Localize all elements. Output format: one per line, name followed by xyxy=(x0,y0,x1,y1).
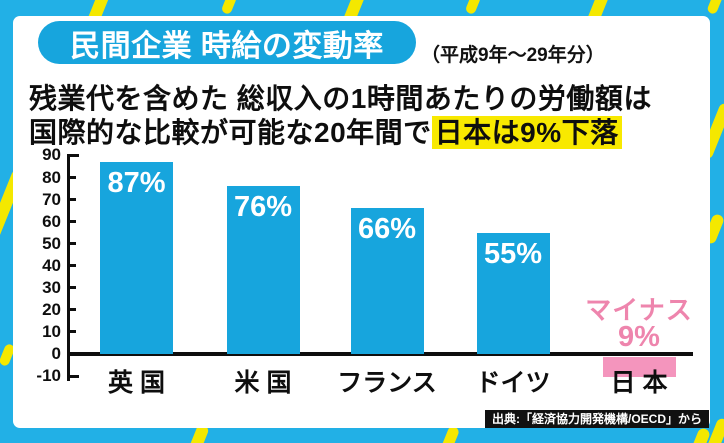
y-axis-tick-label: 90 xyxy=(42,145,61,165)
subtitle-line2: 国際的な比較が可能な20年間で 日本は9%下落 xyxy=(29,111,622,151)
y-axis-tick-label: 70 xyxy=(42,189,61,209)
source-credit: 出典:「経済協力開発機構/OECD」から xyxy=(484,410,709,428)
category-label: 日 本 xyxy=(610,369,668,397)
decor-stripe xyxy=(464,0,482,16)
y-axis-tick-label: 30 xyxy=(42,277,61,297)
y-axis-tick-mark xyxy=(67,220,76,224)
y-axis-tick-mark xyxy=(67,330,76,334)
bar-chart: 90 80 70 60 50 40 30 20 10 0 -10 87% 英 国 76% 米 国 66% フラン… xyxy=(13,16,710,428)
bar-0 xyxy=(100,162,173,354)
bar-4 xyxy=(602,357,676,377)
decor-stripe xyxy=(688,426,712,443)
y-axis-tick-label: 60 xyxy=(42,211,61,231)
subtitle-line2-prefix: 国際的な比較が可能な20年間で xyxy=(29,117,432,148)
y-axis-line xyxy=(67,155,70,381)
y-axis-tick-mark xyxy=(67,352,76,356)
category-label: 米 国 xyxy=(234,369,292,397)
x-axis-zero-line xyxy=(67,352,693,356)
page-title: 民間企業 時給の変動率 xyxy=(70,29,384,63)
period-label: （平成9年～29年分） xyxy=(421,45,605,66)
negative-value-label: マイナス 9% xyxy=(569,295,709,353)
title-pill: 民間企業 時給の変動率 xyxy=(38,21,416,64)
subtitle-line2-highlight: 日本は9%下落 xyxy=(431,116,622,149)
bar-1 xyxy=(226,186,300,354)
bar-value-label: 55% xyxy=(483,237,543,270)
bar-value-label: 87% xyxy=(107,167,166,200)
bar-3 xyxy=(476,232,550,354)
y-axis-tick-label: 50 xyxy=(42,233,61,253)
y-axis-tick-label: 20 xyxy=(42,299,61,319)
subtitle-line1: 残業代を含めた 総収入の1時間あたりの労働額は xyxy=(29,83,652,114)
y-axis-tick-mark xyxy=(67,374,79,378)
category-label: ドイツ xyxy=(475,369,551,397)
decor-stripe xyxy=(220,0,238,16)
y-axis-tick-label: 0 xyxy=(51,344,61,363)
bar-value-label: 76% xyxy=(233,191,293,224)
bar-2 xyxy=(350,208,424,354)
category-label: 英 国 xyxy=(108,369,165,397)
content-panel: 民間企業 時給の変動率 （平成9年～29年分） 残業代を含めた 総収入の1時間あ… xyxy=(13,16,710,428)
y-axis-tick-label: 80 xyxy=(42,167,61,187)
y-axis-tick-mark xyxy=(67,153,79,157)
category-label: フランス xyxy=(337,369,437,397)
y-axis-tick-mark xyxy=(67,242,76,246)
y-axis-tick-label: 10 xyxy=(42,321,61,341)
negative-label-line1: マイナス xyxy=(585,295,693,325)
y-axis-tick-label: -10 xyxy=(36,366,61,386)
negative-label-line2: 9% xyxy=(618,321,660,353)
y-axis-tick-mark xyxy=(67,176,76,180)
decor-stripe xyxy=(706,0,724,16)
y-axis-tick-mark xyxy=(67,198,76,202)
bar-value-label: 66% xyxy=(357,213,417,246)
y-axis-tick-mark xyxy=(67,308,76,312)
y-axis-tick-mark xyxy=(67,286,76,290)
y-axis-tick-label: 40 xyxy=(42,255,61,275)
y-axis-tick-mark xyxy=(67,264,76,268)
